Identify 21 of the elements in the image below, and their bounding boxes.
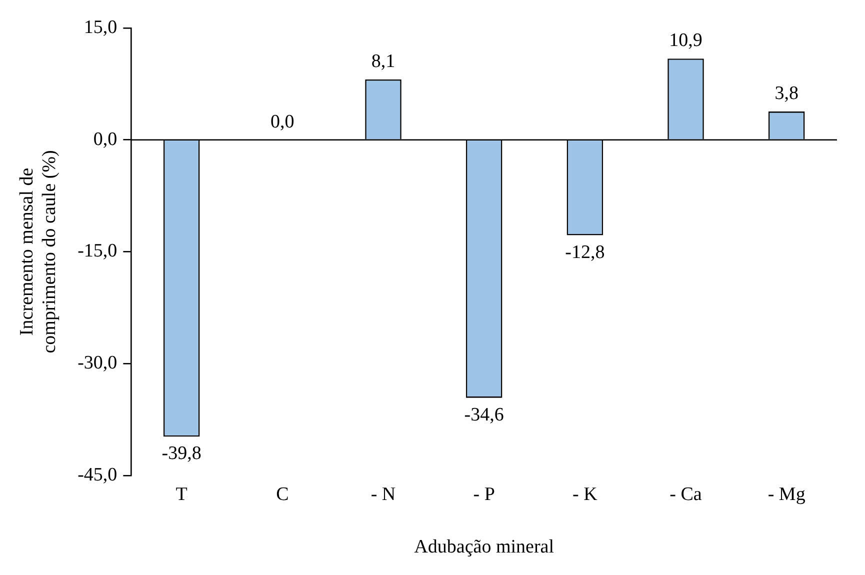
y-tick-label: -30,0 [78, 352, 118, 374]
data-label: -12,8 [565, 242, 605, 263]
x-tick-label: C [276, 484, 289, 505]
x-tick-label: - N [370, 484, 396, 505]
y-tick-label: -15,0 [78, 240, 118, 262]
x-axis-title: Adubação mineral [414, 536, 554, 558]
data-label: -39,8 [162, 443, 202, 464]
x-tick-label: - P [473, 484, 495, 505]
data-label: 8,1 [371, 50, 396, 72]
x-tick-label: - Ca [670, 484, 702, 505]
data-label: 0,0 [270, 111, 294, 132]
y-tick-label: -45,0 [78, 464, 118, 486]
x-tick-label: T [176, 484, 188, 505]
y-axis-title: Incremento mensal de comprimento do caule (%) [16, 150, 60, 354]
data-label: 10,9 [669, 30, 702, 52]
y-tick-label: 0,0 [93, 128, 118, 150]
data-label: 3,8 [774, 83, 798, 104]
x-tick-label: - Mg [768, 484, 806, 505]
y-tick-label: 15,0 [84, 16, 118, 38]
x-tick-label: - K [572, 484, 598, 505]
data-label: -34,6 [464, 404, 504, 426]
